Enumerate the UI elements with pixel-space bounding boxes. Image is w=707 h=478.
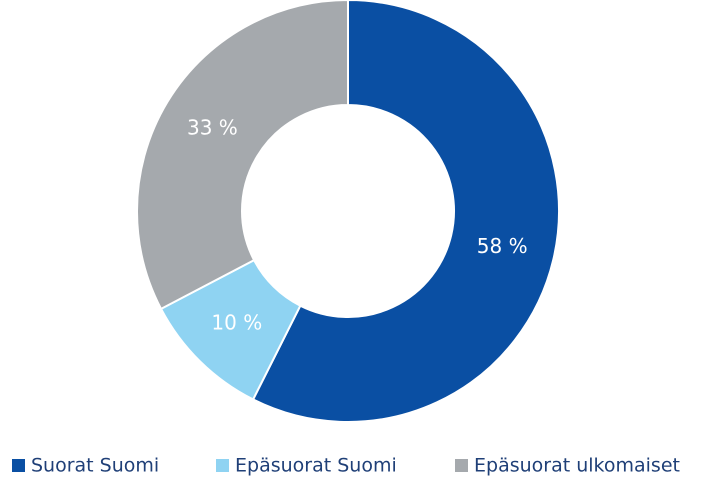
legend-swatch — [455, 459, 468, 472]
value-label: 33 % — [187, 115, 238, 139]
legend-label: Epäsuorat ulkomaiset — [474, 455, 680, 477]
legend-swatch — [12, 459, 25, 472]
legend-label: Epäsuorat Suomi — [235, 455, 397, 477]
donut-slice — [251, 0, 560, 423]
value-label: 58 % — [477, 234, 528, 258]
donut-slice — [136, 0, 349, 311]
legend-swatch — [216, 459, 229, 472]
value-label: 10 % — [211, 310, 262, 334]
legend-label: Suorat Suomi — [31, 455, 159, 477]
